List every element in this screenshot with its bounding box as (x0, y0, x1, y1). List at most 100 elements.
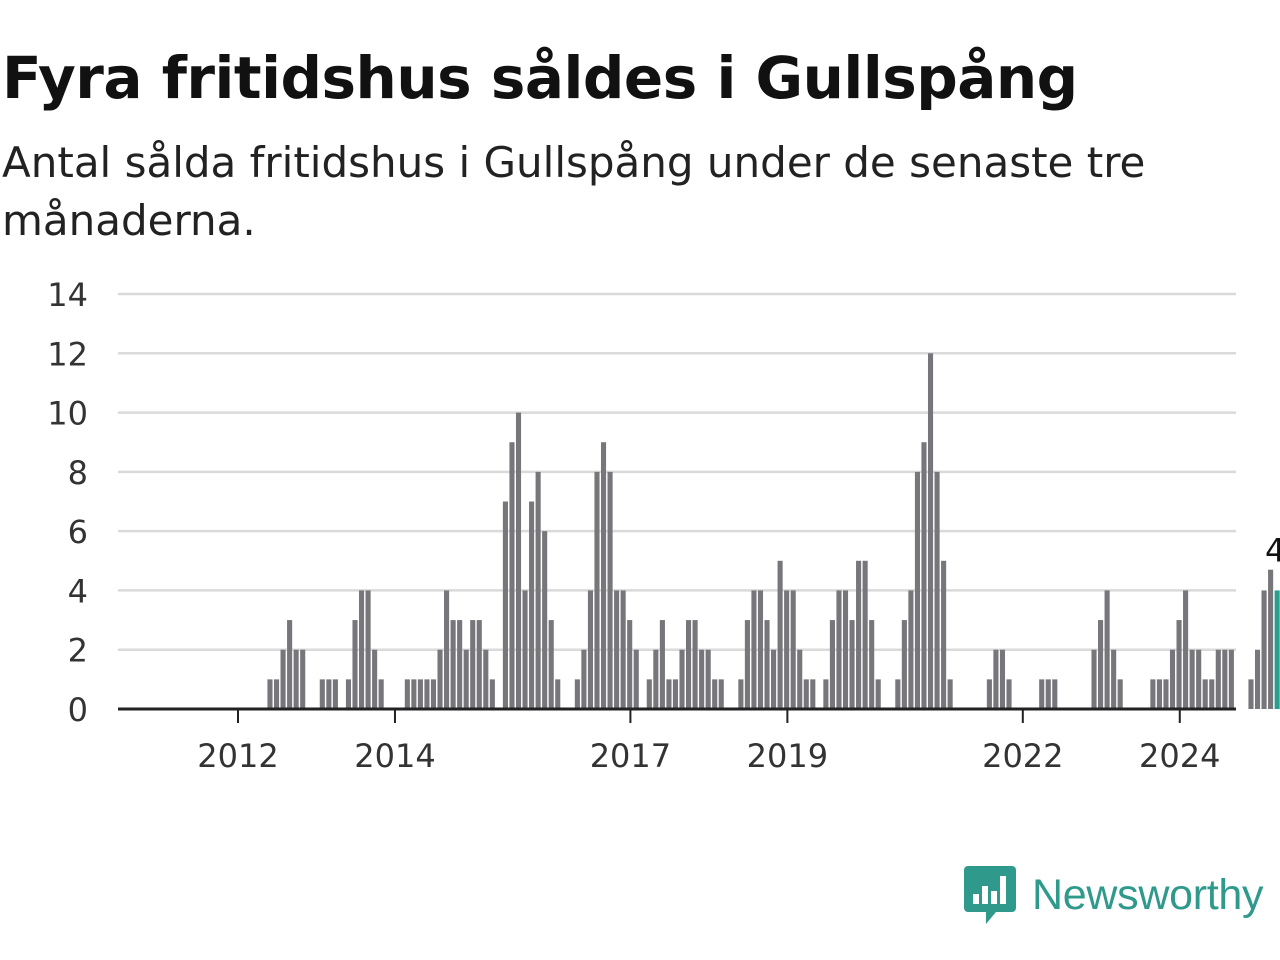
bar (444, 590, 450, 709)
bar (411, 679, 417, 709)
chart-subtitle: Antal sålda fritidshus i Gullspång under… (2, 138, 1146, 245)
x-tick-label: 2024 (1139, 737, 1220, 775)
bar (751, 590, 757, 709)
bar (797, 649, 803, 709)
y-tick-label: 6 (68, 513, 88, 551)
bar (542, 531, 548, 709)
bar (587, 590, 593, 709)
bar (280, 649, 286, 709)
brand-name: Newsworthy (1032, 870, 1264, 919)
bar (1228, 649, 1234, 709)
x-tick-label: 2022 (982, 737, 1063, 775)
bar (914, 471, 920, 709)
highlight-bar (1274, 590, 1280, 709)
x-axis-ticks: 2012 2014 2017 2019 2022 2024 (197, 709, 1220, 775)
bar (699, 649, 705, 709)
bar (293, 649, 299, 709)
y-tick-label: 8 (68, 454, 88, 492)
bar (522, 590, 528, 709)
bar (404, 679, 410, 709)
bar (901, 620, 907, 709)
bar (627, 620, 633, 709)
latest-value-label: 4 (1265, 532, 1280, 570)
bar (1222, 649, 1228, 709)
bar (1045, 679, 1051, 709)
bar (921, 442, 927, 709)
bar (1150, 679, 1156, 709)
bar (378, 679, 384, 709)
bar (836, 590, 842, 709)
y-tick-label: 2 (68, 632, 88, 670)
bar (352, 620, 358, 709)
bar (417, 679, 423, 709)
bar (869, 620, 875, 709)
bar (502, 501, 508, 709)
bar (999, 649, 1006, 709)
bar (326, 679, 332, 709)
x-tick-label: 2012 (197, 737, 278, 775)
y-axis-ticks: 0 2 4 6 8 10 12 14 (47, 276, 88, 729)
bar (993, 649, 999, 709)
bar (908, 590, 914, 709)
bar (823, 679, 829, 709)
bar (359, 590, 365, 709)
bar (842, 590, 849, 709)
bar (489, 679, 495, 709)
bar (463, 649, 469, 709)
bar (372, 649, 378, 709)
bar (594, 471, 600, 709)
bar (620, 590, 626, 709)
bar (1176, 620, 1182, 709)
bar (849, 620, 855, 709)
bar (1111, 649, 1117, 709)
bar (672, 679, 679, 709)
bar (1117, 679, 1123, 709)
bar (1254, 649, 1261, 709)
bar (287, 620, 293, 709)
newsworthy-logo: Newsworthy (964, 860, 1276, 930)
bar (332, 679, 338, 709)
bar (1196, 649, 1202, 709)
y-tick-label: 10 (47, 395, 88, 433)
bar (777, 560, 783, 709)
bar (1169, 649, 1176, 709)
bar (574, 679, 580, 709)
bar (529, 501, 535, 709)
bar (300, 649, 306, 709)
bar (856, 560, 862, 709)
bar (1268, 569, 1274, 709)
bar (738, 679, 744, 709)
bar (607, 471, 613, 709)
bar (790, 590, 796, 709)
bar (1183, 590, 1189, 709)
bar (829, 620, 835, 709)
bar (1189, 649, 1195, 709)
bar (1104, 590, 1110, 709)
bar (581, 649, 587, 709)
bar (784, 590, 790, 709)
bar (986, 679, 992, 709)
bar (947, 679, 953, 709)
bar (679, 649, 685, 709)
bar (803, 679, 809, 709)
bar (686, 620, 692, 709)
bar (712, 679, 718, 709)
bar (1091, 649, 1097, 709)
bar (1098, 620, 1104, 709)
bars (267, 353, 1280, 709)
bar (1248, 679, 1254, 709)
bar (483, 649, 489, 709)
bar (457, 620, 463, 709)
bar (757, 590, 764, 709)
bar (437, 649, 443, 709)
bar (450, 620, 456, 709)
bar (600, 442, 607, 709)
bar (718, 679, 724, 709)
bar (548, 620, 554, 709)
bar (273, 679, 280, 709)
bar (614, 590, 620, 709)
bar (666, 679, 672, 709)
bar (653, 649, 659, 709)
bar (1215, 649, 1221, 709)
bar (1039, 679, 1045, 709)
